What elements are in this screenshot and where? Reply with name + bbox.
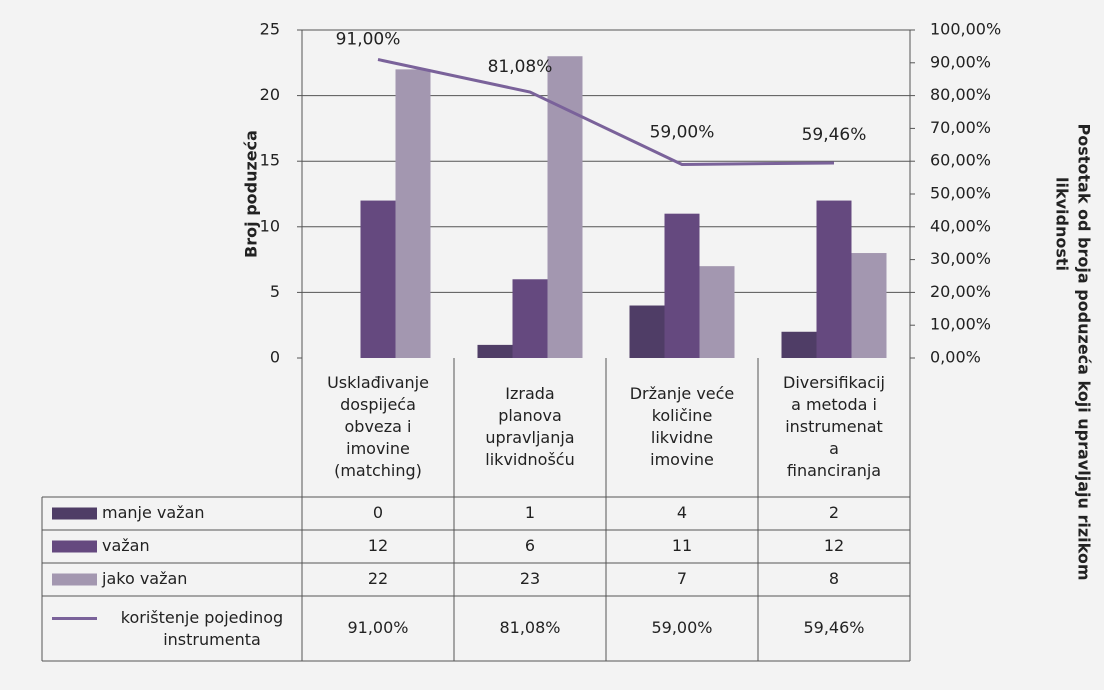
legend-swatch [52, 540, 97, 553]
line-data-label: 59,46% [802, 125, 867, 145]
category-label: planova [498, 406, 562, 425]
category-label: instrumenat [785, 417, 883, 436]
table-cell: 59,00% [651, 618, 712, 637]
table-cell: 4 [677, 503, 687, 522]
y2-tick-label: 30,00% [930, 249, 991, 268]
y2-tick-label: 50,00% [930, 184, 991, 203]
line-data-label: 59,00% [650, 122, 715, 142]
y2-axis-title: Postotak od broja poduzeća koji upravlja… [1075, 123, 1094, 580]
category-label: (matching) [334, 461, 422, 480]
y-tick-label: 0 [270, 348, 280, 367]
legend-label: važan [102, 536, 150, 555]
line-data-label: 81,08% [488, 57, 553, 77]
table-cell: 2 [829, 503, 839, 522]
table-cell: 7 [677, 569, 687, 588]
bar [360, 200, 396, 358]
bar [395, 69, 431, 359]
bar [477, 344, 513, 358]
category-label: a metoda i [791, 395, 877, 414]
y2-tick-label: 100,00% [930, 20, 1001, 39]
legend-label: instrumenta [163, 630, 261, 649]
category-label: količine [652, 406, 713, 425]
table-cell: 12 [824, 536, 844, 555]
legend-label: jako važan [101, 569, 187, 588]
legend-swatch [52, 573, 97, 586]
y2-tick-label: 90,00% [930, 52, 991, 71]
bar [629, 305, 665, 358]
category-label: imovine [346, 439, 410, 458]
y2-tick-label: 80,00% [930, 85, 991, 104]
y-axis-title: Broj poduzeća [242, 130, 261, 258]
y-tick-label: 10 [260, 216, 280, 235]
category-label: likvidne [651, 428, 713, 447]
category-label: Izrada [505, 384, 554, 403]
bar [781, 331, 817, 358]
table-cell: 0 [373, 503, 383, 522]
bar [512, 279, 548, 358]
table-cell: 8 [829, 569, 839, 588]
y2-axis-title: likvidnosti [1053, 177, 1072, 271]
table-cell: 81,08% [499, 618, 560, 637]
table-cell: 23 [520, 569, 540, 588]
bar [547, 56, 583, 359]
table-cell: 91,00% [347, 618, 408, 637]
y2-tick-label: 40,00% [930, 216, 991, 235]
y2-tick-label: 10,00% [930, 315, 991, 334]
bar [816, 200, 852, 358]
series-line [377, 58, 835, 166]
bar [664, 213, 700, 358]
category-label: upravljanja [485, 428, 574, 447]
table-cell: 6 [525, 536, 535, 555]
y-tick-label: 15 [260, 151, 280, 170]
y2-tick-label: 20,00% [930, 282, 991, 301]
table-cell: 12 [368, 536, 388, 555]
table-cell: 59,46% [803, 618, 864, 637]
y2-tick-label: 70,00% [930, 118, 991, 137]
category-label: dospijeća [340, 395, 416, 414]
category-label: obveza i [345, 417, 412, 436]
y2-tick-label: 60,00% [930, 151, 991, 170]
data-table: Usklađivanje dospijeća obveza i imovine (mat… [41, 358, 911, 662]
legend-label: manje važan [102, 503, 205, 522]
category-label: likvidnošću [485, 450, 574, 469]
category-label: Diversifikacij [783, 373, 885, 392]
y-tick-label: 25 [260, 20, 280, 39]
legend-swatch [52, 507, 97, 520]
category-label: imovine [650, 450, 714, 469]
bar [699, 266, 735, 358]
table-cell: 11 [672, 536, 692, 555]
y-tick-label: 5 [270, 282, 280, 301]
category-label: financiranja [787, 461, 881, 480]
line-data-label: 91,00% [336, 30, 401, 50]
category-label: Držanje veće [630, 384, 735, 403]
legend-label: korištenje pojedinog [121, 608, 283, 627]
category-label: Usklađivanje [327, 373, 429, 392]
y-tick-label: 20 [260, 85, 280, 104]
table-cell: 22 [368, 569, 388, 588]
table-cell: 1 [525, 503, 535, 522]
bar [851, 253, 887, 358]
y2-tick-label: 0,00% [930, 348, 981, 367]
category-label: a [829, 439, 839, 458]
